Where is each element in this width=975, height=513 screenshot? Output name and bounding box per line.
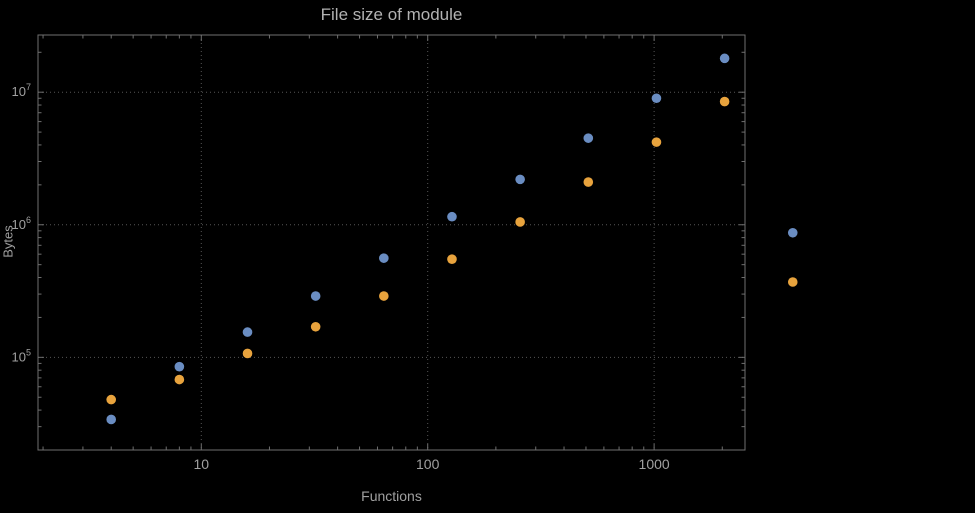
x-tick-label: 100 <box>416 456 440 472</box>
data-point-series-blue <box>242 327 253 337</box>
data-point-series-orange <box>242 348 253 359</box>
data-point-series-blue <box>310 291 321 301</box>
data-point-series-orange <box>651 137 662 147</box>
y-axis-label: Bytes <box>0 225 16 258</box>
data-point-series-orange <box>583 177 594 187</box>
data-point-series-blue <box>787 227 798 238</box>
data-point-series-orange <box>174 374 185 385</box>
y-tick-label: 106 <box>12 215 31 232</box>
data-point-series-orange <box>719 96 730 107</box>
data-point-series-blue <box>379 253 389 263</box>
y-tick-label: 107 <box>12 82 31 99</box>
plot-frame <box>37 34 746 451</box>
data-point-series-orange <box>787 277 798 287</box>
data-point-series-orange <box>106 394 116 405</box>
chart-title: File size of module <box>320 5 463 24</box>
data-point-series-blue <box>719 53 730 64</box>
data-point-series-orange <box>515 217 525 227</box>
data-point-series-blue <box>583 133 594 143</box>
x-tick-label: 1000 <box>639 456 670 472</box>
data-point-series-blue <box>447 211 457 222</box>
data-point-series-blue <box>651 93 662 104</box>
x-tick-label: 10 <box>194 456 210 472</box>
y-tick-label: 105 <box>12 347 31 364</box>
data-point-series-orange <box>310 321 321 332</box>
x-axis-label: Functions <box>361 488 422 504</box>
data-point-series-orange <box>447 254 457 264</box>
data-point-series-blue <box>515 174 525 185</box>
data-point-series-blue <box>174 361 185 372</box>
data-point-series-orange <box>379 291 389 301</box>
data-point-series-blue <box>106 414 116 425</box>
